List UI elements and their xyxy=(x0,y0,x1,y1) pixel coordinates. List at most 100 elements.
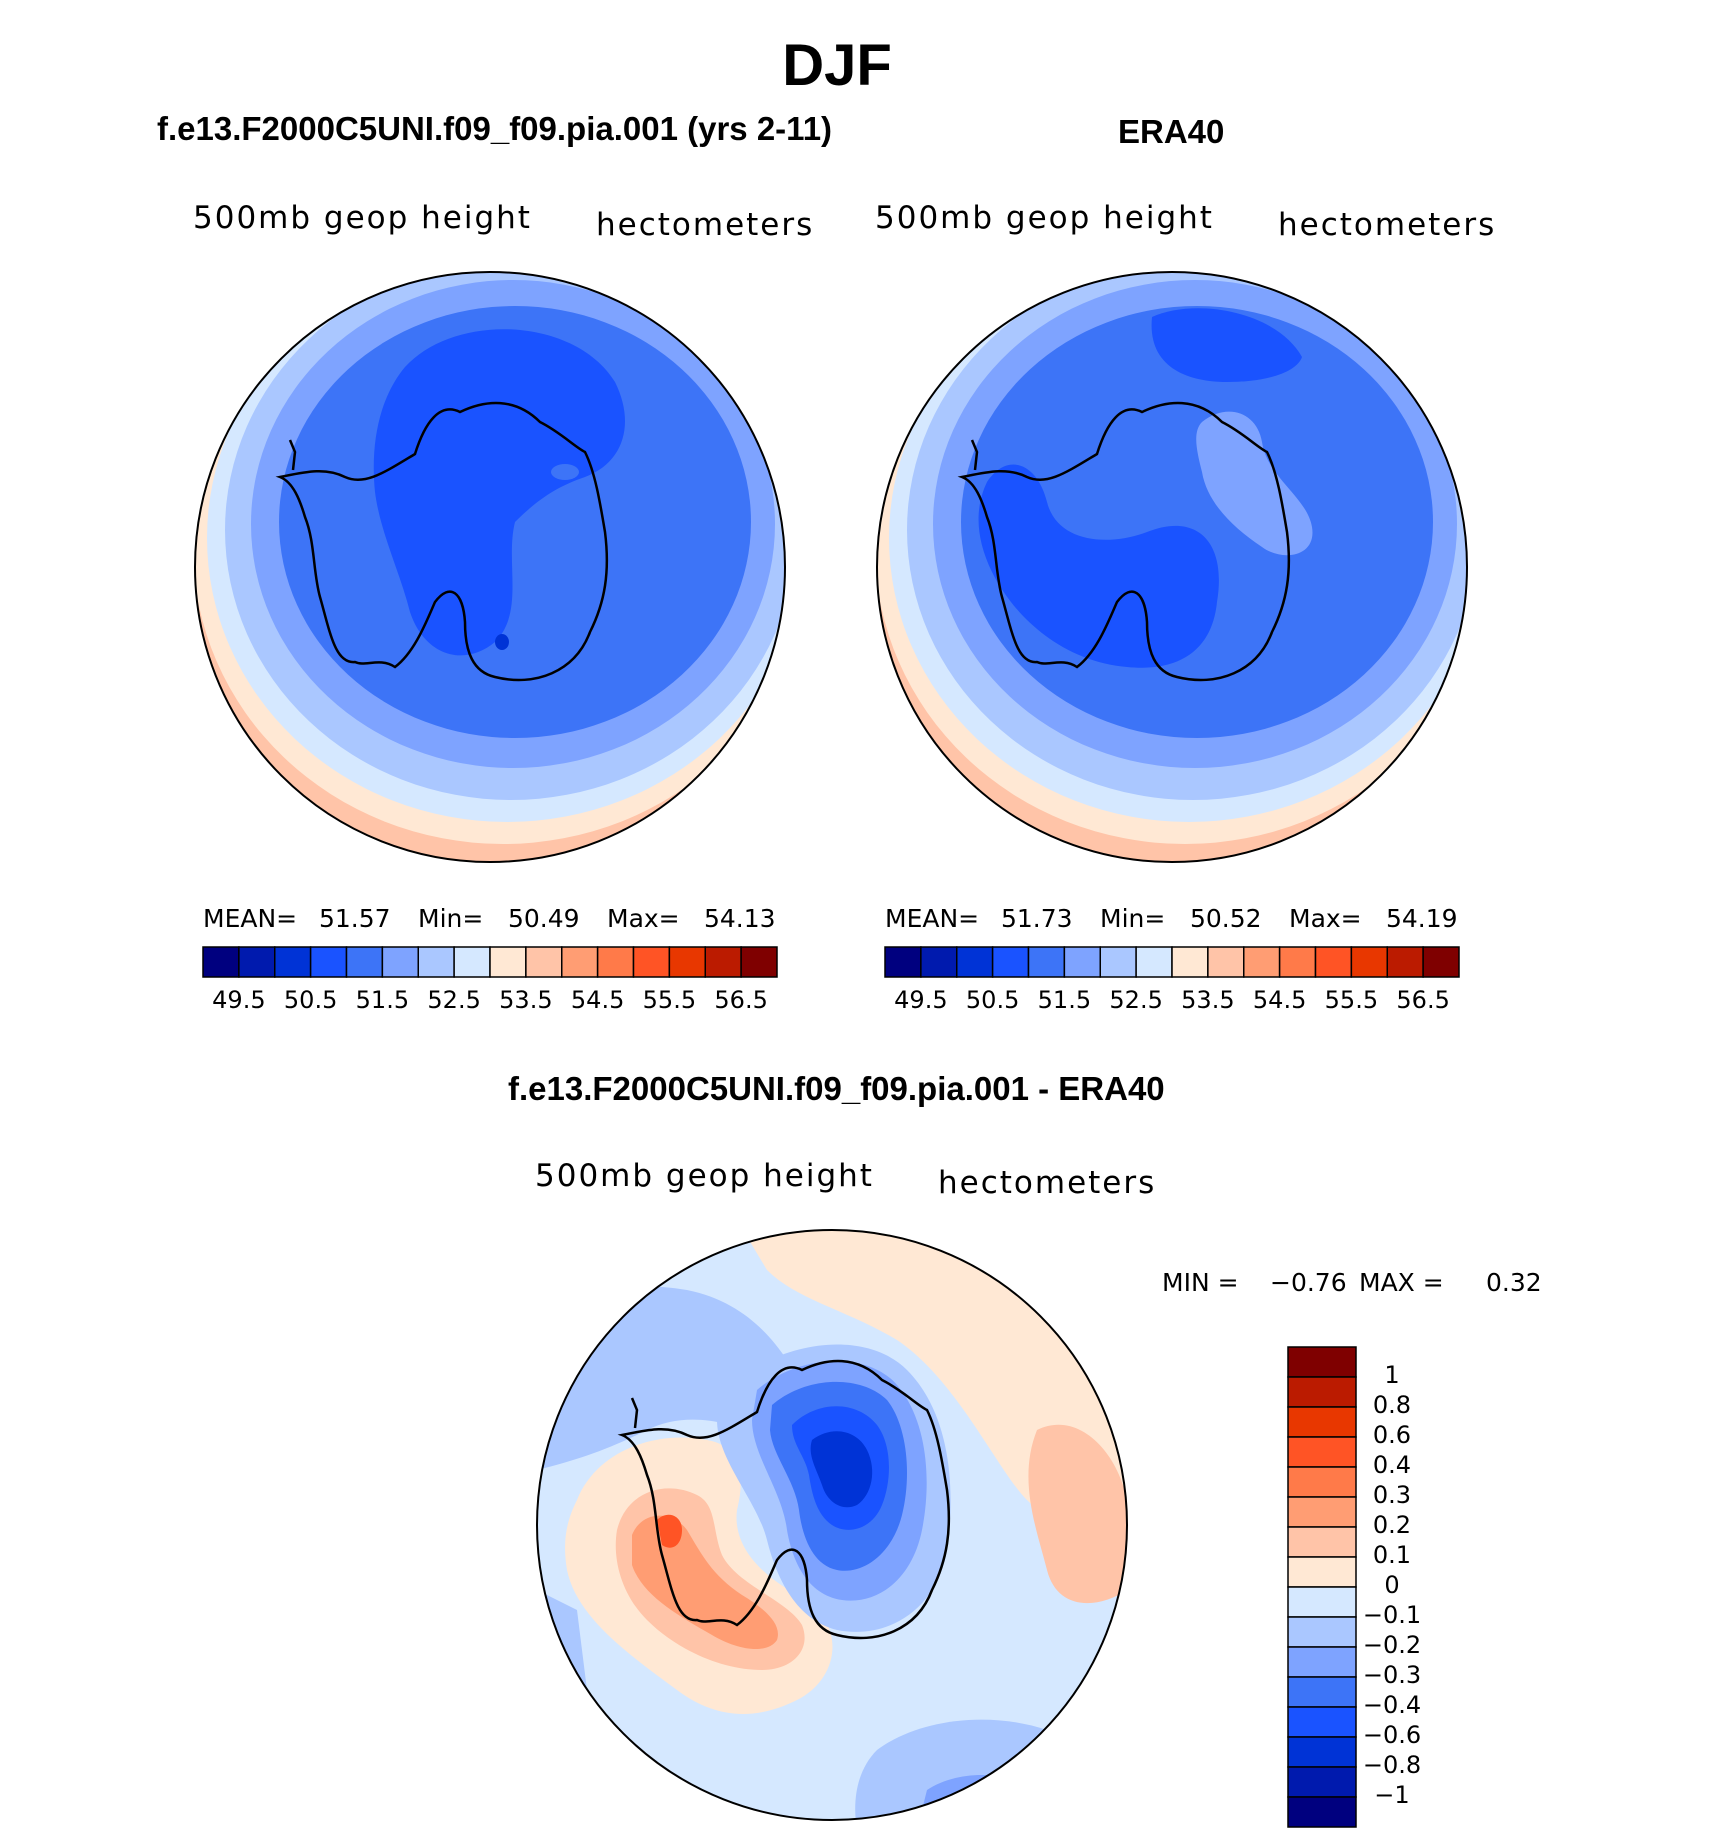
colorbar-tick-label: 50.5 xyxy=(283,986,338,1014)
diff-units: hectometers xyxy=(938,1165,1157,1201)
panel1-mean-value: 51.57 xyxy=(319,904,391,933)
colorbar-swatch xyxy=(1287,1796,1357,1828)
colorbar-swatch xyxy=(1287,1406,1357,1438)
colorbar-swatch xyxy=(1287,1376,1357,1408)
colorbar-swatch xyxy=(740,946,778,978)
colorbar-tick-label: 52.5 xyxy=(1109,986,1163,1014)
colorbar-swatch xyxy=(596,946,635,978)
colorbar-tick-label: 0.1 xyxy=(1372,1541,1412,1569)
colorbar-tick-label: 55.5 xyxy=(642,986,697,1014)
diff-colorbar xyxy=(1287,1346,1357,1828)
colorbar-tick-label: 53.5 xyxy=(499,986,553,1014)
colorbar-tick-label: −0.6 xyxy=(1362,1721,1422,1749)
colorbar-tick-label: 0.6 xyxy=(1372,1421,1412,1449)
colorbar-swatch xyxy=(704,946,742,978)
colorbar-tick-label: 55.5 xyxy=(1324,986,1379,1014)
colorbar-swatch xyxy=(238,946,276,978)
colorbar-swatch xyxy=(920,946,958,978)
colorbar-swatch xyxy=(345,946,384,978)
colorbar-swatch xyxy=(381,946,419,978)
diff-map xyxy=(536,1229,1128,1821)
colorbar-swatch xyxy=(1135,946,1173,978)
colorbar-tick-label: −0.1 xyxy=(1362,1601,1422,1629)
colorbar-swatch xyxy=(1287,1526,1357,1558)
colorbar-swatch xyxy=(1243,946,1281,978)
panel1-coastline xyxy=(275,401,609,682)
colorbar-swatch xyxy=(525,946,563,978)
panel1-colorbar xyxy=(202,946,778,978)
colorbar-swatch xyxy=(632,946,671,978)
colorbar-swatch xyxy=(1099,946,1137,978)
colorbar-tick-label: 56.5 xyxy=(714,986,768,1014)
colorbar-swatch xyxy=(1287,1496,1357,1528)
panel2-mean-label: MEAN= xyxy=(885,904,980,933)
colorbar-swatch xyxy=(1386,946,1424,978)
colorbar-tick-label: 51.5 xyxy=(1037,986,1092,1014)
colorbar-swatch xyxy=(668,946,706,978)
colorbar-swatch xyxy=(1207,946,1245,978)
colorbar-tick-label: 49.5 xyxy=(212,986,266,1014)
diff-title: f.e13.F2000C5UNI.f09_f09.pia.001 - ERA40 xyxy=(508,1070,1165,1107)
diff-max-label: MAX = xyxy=(1359,1268,1444,1297)
colorbar-swatch xyxy=(1287,1736,1357,1768)
diff-max-value: 0.32 xyxy=(1486,1268,1542,1297)
colorbar-tick-label: −0.4 xyxy=(1362,1691,1422,1719)
colorbar-swatch xyxy=(1422,946,1460,978)
panel1-max-value: 54.13 xyxy=(704,904,776,933)
panel2-colorbar xyxy=(884,946,1460,978)
panel1-min-value: 50.49 xyxy=(508,904,580,933)
panel1-variable: 500mb geop height xyxy=(193,200,532,236)
colorbar-swatch xyxy=(1314,946,1353,978)
colorbar-swatch xyxy=(1287,1616,1357,1648)
colorbar-swatch xyxy=(1287,1466,1357,1498)
diff-min-label: MIN = xyxy=(1162,1268,1239,1297)
diff-coastline xyxy=(617,1359,951,1640)
colorbar-tick-label: 1 xyxy=(1384,1361,1400,1389)
colorbar-tick-label: 54.5 xyxy=(570,986,625,1014)
colorbar-swatch xyxy=(956,946,994,978)
colorbar-swatch xyxy=(561,946,599,978)
colorbar-tick-label: 53.5 xyxy=(1181,986,1235,1014)
colorbar-swatch xyxy=(1287,1646,1357,1678)
colorbar-swatch xyxy=(202,946,240,978)
diff-variable: 500mb geop height xyxy=(535,1158,874,1194)
colorbar-swatch xyxy=(1287,1346,1357,1378)
colorbar-tick-label: 0.4 xyxy=(1372,1451,1412,1479)
colorbar-tick-label: −0.8 xyxy=(1362,1751,1422,1779)
panel2-coastline xyxy=(957,401,1291,682)
diff-min-value: −0.76 xyxy=(1270,1268,1347,1297)
colorbar-swatch xyxy=(489,946,527,978)
colorbar-tick-label: 0 xyxy=(1384,1571,1400,1599)
panel1-units: hectometers xyxy=(596,207,815,243)
main-title: DJF xyxy=(782,33,892,98)
colorbar-swatch xyxy=(1287,1556,1357,1588)
colorbar-swatch xyxy=(1278,946,1317,978)
colorbar-swatch xyxy=(1027,946,1066,978)
panel2-min-value: 50.52 xyxy=(1190,904,1262,933)
colorbar-swatch xyxy=(274,946,312,978)
colorbar-tick-label: −0.2 xyxy=(1362,1631,1422,1659)
colorbar-swatch xyxy=(1287,1586,1357,1618)
colorbar-tick-label: 0.3 xyxy=(1372,1481,1412,1509)
colorbar-swatch xyxy=(453,946,491,978)
colorbar-swatch xyxy=(1287,1706,1357,1738)
colorbar-tick-label: 52.5 xyxy=(427,986,481,1014)
colorbar-swatch xyxy=(1171,946,1209,978)
colorbar-swatch xyxy=(417,946,455,978)
colorbar-swatch xyxy=(1287,1676,1357,1708)
colorbar-swatch xyxy=(1287,1766,1357,1798)
panel1-mean-label: MEAN= xyxy=(203,904,298,933)
panel2-min-label: Min= xyxy=(1100,904,1166,933)
panel1-max-label: Max= xyxy=(607,904,680,933)
colorbar-tick-label: 49.5 xyxy=(894,986,948,1014)
colorbar-tick-label: 56.5 xyxy=(1396,986,1450,1014)
colorbar-tick-label: 51.5 xyxy=(355,986,410,1014)
panel1-map xyxy=(194,271,786,863)
colorbar-tick-label: −0.3 xyxy=(1362,1661,1422,1689)
panel2-max-value: 54.19 xyxy=(1386,904,1458,933)
panel2-title: ERA40 xyxy=(1118,113,1225,150)
colorbar-tick-label: 54.5 xyxy=(1252,986,1307,1014)
colorbar-tick-label: 0.2 xyxy=(1372,1511,1412,1539)
colorbar-swatch xyxy=(1063,946,1101,978)
colorbar-swatch xyxy=(309,946,348,978)
